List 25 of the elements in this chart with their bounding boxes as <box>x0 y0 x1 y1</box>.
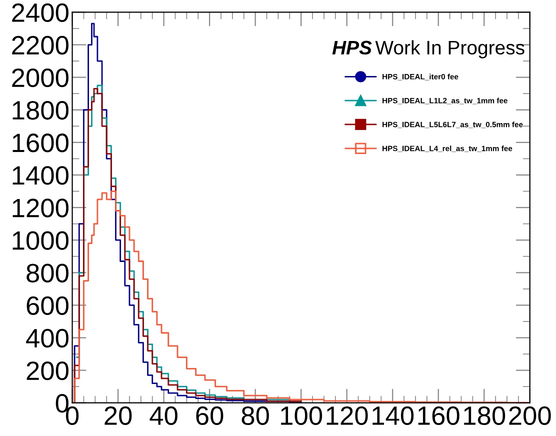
x-tick-label: 180 <box>464 406 506 426</box>
y-tick-label: 1400 <box>12 166 68 185</box>
y-tick-label: 800 <box>26 264 68 282</box>
x-tick-label: 200 <box>509 406 551 426</box>
y-tick-label: 1600 <box>12 134 68 152</box>
x-tick-label: 60 <box>196 406 224 426</box>
annotation: HPS <box>332 40 372 55</box>
x-tick-label: 140 <box>372 406 414 426</box>
y-tick-label: 400 <box>26 328 68 348</box>
x-tick-label: 160 <box>418 406 460 426</box>
y-tick-label: 2400 <box>12 3 68 22</box>
x-tick-label: 120 <box>326 406 368 426</box>
y-tick-label: 200 <box>26 361 68 380</box>
y-tick-label: 1800 <box>12 101 68 120</box>
x-tick-label: 20 <box>104 406 132 426</box>
y-tick-label: 1000 <box>12 231 68 250</box>
y-tick-label: 600 <box>26 296 68 316</box>
y-tick-label: 1200 <box>12 198 68 218</box>
x-tick-label: 40 <box>150 406 178 426</box>
y-tick-label: 2000 <box>12 68 68 88</box>
annotation: Work In Progress <box>375 40 524 58</box>
x-tick-label: 80 <box>242 406 269 426</box>
y-tick-label: 2200 <box>12 36 68 55</box>
x-tick-label: 100 <box>281 406 322 426</box>
y-tick-label: 0 <box>56 394 68 413</box>
